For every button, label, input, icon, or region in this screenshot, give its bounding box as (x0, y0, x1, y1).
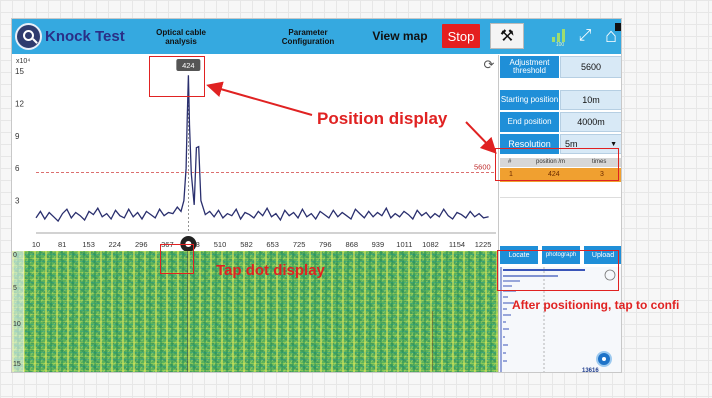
peak-label-badge (176, 59, 201, 71)
end-position-label: End position (500, 112, 559, 132)
x-tick-label: 81 (58, 240, 66, 249)
waterfall-heatmap[interactable]: 0 5 10 15 (12, 251, 498, 372)
y-tick-label: 15 (15, 67, 24, 76)
hammer-icon[interactable]: ⚒ (490, 23, 524, 49)
table-row[interactable]: 1 424 3 (500, 168, 621, 182)
top-toolbar: Knock Test Optical cable analysis Parame… (12, 19, 621, 54)
refresh-icon[interactable]: ⟳ (483, 57, 495, 72)
fullscreen-icon[interactable]: ⤢ (578, 27, 592, 44)
end-position-field[interactable]: 4000m (560, 112, 621, 132)
after-positioning-annotation: After positioning, tap to confi (512, 298, 680, 312)
x-tick-label: 939 (372, 240, 385, 249)
tap-dot-highlight-box (160, 244, 194, 274)
x-tick-label: 510 (214, 240, 227, 249)
parameter-configuration-button[interactable]: Parameter Configuration (281, 27, 335, 46)
home-icon[interactable]: ⌂ (599, 23, 621, 49)
resolution-select[interactable]: 5m ▼ (560, 134, 621, 154)
chart-canvas: x10⁴151296310811532242963674385105826537… (15, 58, 496, 251)
position-display-annotation: Position display (317, 109, 448, 128)
view-map-button[interactable]: View map (372, 29, 428, 43)
start-position-field[interactable]: 10m (560, 90, 621, 110)
waterfall-tick: 10 (13, 321, 21, 328)
signal-series-line (35, 75, 489, 223)
peak-position-label: 424 (182, 61, 195, 70)
start-position-label: Starting position (500, 90, 559, 110)
x-tick-label: 1225 (475, 240, 492, 249)
peak-highlight-box (149, 56, 205, 97)
x-tick-label: 224 (108, 240, 121, 249)
app-title: Knock Test (45, 27, 125, 45)
result-table-header: # position /m times (500, 158, 621, 167)
waterfall-tick: 5 (13, 285, 17, 292)
col-position: position /m (536, 159, 566, 165)
tap-dot-annotation: Tap dot display (216, 262, 325, 279)
resolution-label: Resolution (500, 134, 559, 154)
settings-panel: Adjustment threshold 5600 Starting posit… (498, 55, 621, 373)
magnifier-icon[interactable] (15, 23, 42, 50)
y-tick-label: 6 (15, 164, 20, 173)
y-tick-label: 12 (15, 99, 24, 108)
x-tick-label: 296 (135, 240, 148, 249)
x-tick-label: 582 (240, 240, 253, 249)
x-tick-label: 1011 (396, 240, 412, 249)
table-highlight-box (495, 148, 619, 181)
mini-plot-id: 13616 (582, 368, 599, 373)
x-tick-label: 1154 (449, 240, 465, 249)
stop-button[interactable]: Stop (442, 24, 480, 48)
col-index: # (508, 159, 512, 165)
threshold-label: 5600 (474, 163, 491, 172)
waterfall-tick: 0 (13, 252, 17, 259)
vibration-chart[interactable]: x10⁴151296310811532242963674385105826537… (12, 55, 498, 251)
waterfall-tick: 15 (13, 361, 21, 368)
y-exponent-label: x10⁴ (16, 58, 30, 65)
row-position: 424 (548, 171, 560, 178)
x-tick-label: 653 (266, 240, 279, 249)
mini-plot-highlight-box (497, 250, 619, 291)
waterfall-y-axis: 0 5 10 15 (12, 251, 24, 372)
navigate-icon[interactable] (596, 351, 612, 367)
x-tick-label: 1082 (422, 240, 439, 249)
x-tick-label: 796 (319, 240, 332, 249)
threshold-field[interactable]: 5600 (560, 56, 621, 78)
x-tick-label: 868 (345, 240, 358, 249)
signal-caption: 100 (555, 42, 565, 48)
col-times: times (592, 159, 607, 165)
threshold-label: Adjustment threshold (500, 56, 559, 78)
signal-strength-icon: 100 (550, 24, 570, 48)
table-empty-row (500, 182, 621, 198)
position-mini-plot[interactable]: 13616 (500, 267, 621, 373)
x-tick-label: 153 (82, 240, 95, 249)
y-tick-label: 3 (15, 197, 20, 206)
x-tick-label: 10 (32, 240, 40, 249)
waterfall-marker-line (432, 311, 433, 371)
row-times: 3 (600, 171, 604, 178)
optical-cable-analysis-button[interactable]: Optical cable analysis (156, 27, 206, 46)
waterfall-position-cursor (187, 251, 188, 372)
resolution-value: 5m (565, 139, 578, 149)
dropdown-arrow-icon: ▼ (610, 140, 617, 148)
x-tick-label: 725 (293, 240, 306, 249)
y-tick-label: 9 (15, 132, 20, 141)
app-window: Knock Test Optical cable analysis Parame… (11, 18, 622, 373)
mini-plot-canvas (500, 267, 616, 372)
row-index: 1 (509, 171, 513, 178)
